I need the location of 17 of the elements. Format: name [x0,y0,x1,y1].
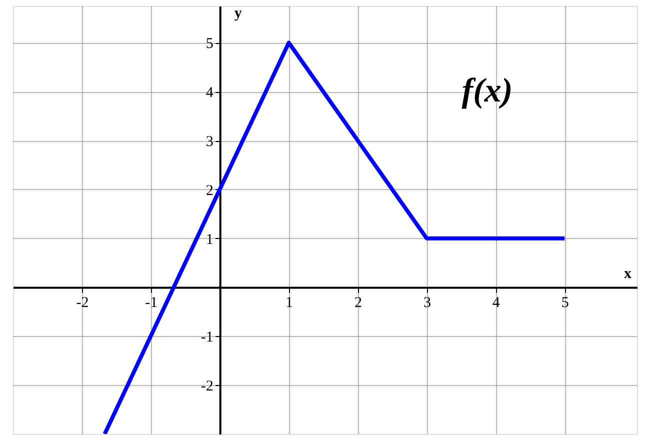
x-tick-label: 1 [286,294,294,311]
x-tick-label: -1 [145,294,158,311]
y-tick-label: 1 [206,232,214,248]
y-tick-label: 4 [206,85,214,102]
y-tick-label: 5 [206,36,214,52]
y-tick-label: 3 [206,134,214,150]
x-tick-label: -2 [76,294,89,311]
y-tick-label: 2 [206,182,214,199]
y-tick-label: -1 [200,330,214,346]
x-axis-title: x [624,266,632,282]
x-tick-label: 4 [492,294,500,311]
y-tick-label: -2 [200,378,214,395]
text: f(x) [462,72,513,110]
x-tick-label: 2 [354,294,362,311]
y-axis-title: y [234,6,242,22]
x-tick-label: 5 [561,294,569,311]
x-tick-label: 3 [423,294,431,311]
